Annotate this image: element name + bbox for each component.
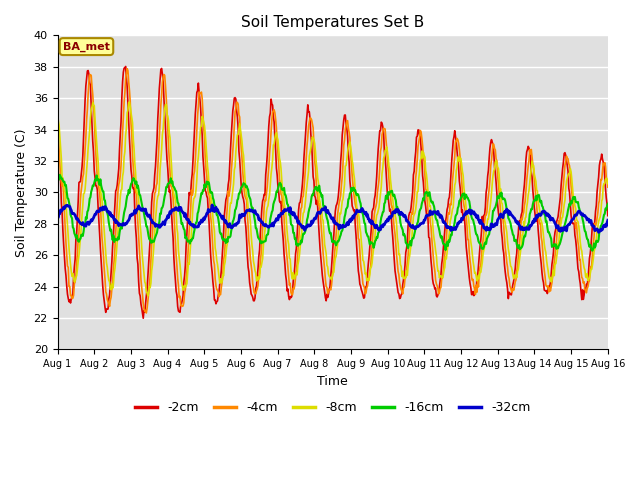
-2cm xyxy=(120,65,128,71)
-2cm xyxy=(63,291,71,297)
-4cm xyxy=(124,66,131,72)
-4cm xyxy=(401,276,409,281)
Line: -8cm: -8cm xyxy=(58,102,608,296)
Line: -16cm: -16cm xyxy=(58,175,608,251)
X-axis label: Time: Time xyxy=(317,374,348,387)
-4cm xyxy=(178,302,186,308)
-8cm xyxy=(54,108,61,114)
-16cm xyxy=(65,196,72,202)
-32cm xyxy=(54,214,61,220)
-2cm xyxy=(178,300,186,306)
-8cm xyxy=(120,154,128,160)
-4cm xyxy=(143,310,150,316)
Title: Soil Temperatures Set B: Soil Temperatures Set B xyxy=(241,15,424,30)
-32cm xyxy=(417,221,424,227)
-2cm xyxy=(207,251,214,257)
-4cm xyxy=(120,99,128,105)
-8cm xyxy=(207,195,214,201)
Line: -32cm: -32cm xyxy=(58,205,608,232)
-16cm xyxy=(54,180,61,185)
-4cm xyxy=(63,263,71,269)
-2cm xyxy=(140,315,147,321)
-16cm xyxy=(417,206,424,212)
Y-axis label: Soil Temperature (C): Soil Temperature (C) xyxy=(15,128,28,257)
-2cm xyxy=(401,263,409,268)
-32cm xyxy=(205,207,213,213)
-16cm xyxy=(589,248,596,253)
-16cm xyxy=(177,214,184,219)
Line: -4cm: -4cm xyxy=(58,69,608,313)
-4cm xyxy=(207,213,214,219)
-32cm xyxy=(401,214,408,219)
-32cm xyxy=(176,207,184,213)
-8cm xyxy=(125,99,132,105)
-2cm xyxy=(604,213,612,218)
-16cm xyxy=(56,172,63,178)
-16cm xyxy=(401,231,408,237)
-4cm xyxy=(417,129,425,135)
-4cm xyxy=(604,184,612,190)
-32cm xyxy=(595,229,602,235)
-8cm xyxy=(178,278,186,284)
Line: -2cm: -2cm xyxy=(58,66,608,318)
-8cm xyxy=(417,156,425,161)
-8cm xyxy=(604,180,612,186)
-4cm xyxy=(54,118,61,123)
-16cm xyxy=(206,186,214,192)
-32cm xyxy=(120,222,128,228)
-2cm xyxy=(122,63,129,69)
-2cm xyxy=(54,156,61,162)
-32cm xyxy=(208,202,216,208)
-16cm xyxy=(121,207,129,213)
Text: BA_met: BA_met xyxy=(63,41,110,52)
-8cm xyxy=(144,293,152,299)
-32cm xyxy=(604,217,612,223)
Legend: -2cm, -4cm, -8cm, -16cm, -32cm: -2cm, -4cm, -8cm, -16cm, -32cm xyxy=(130,396,536,420)
-8cm xyxy=(63,222,71,228)
-32cm xyxy=(63,203,71,208)
-2cm xyxy=(417,145,425,151)
-8cm xyxy=(401,275,409,281)
-16cm xyxy=(604,201,612,207)
